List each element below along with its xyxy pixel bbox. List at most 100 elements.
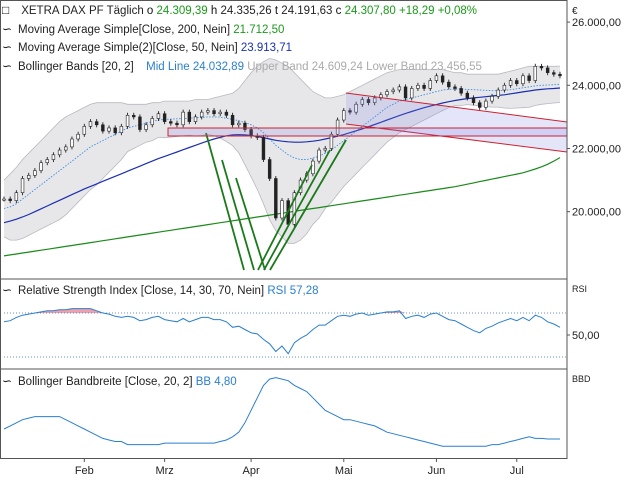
price-candle: [144, 124, 148, 130]
price-candle: [348, 110, 352, 113]
price-candle: [539, 66, 544, 69]
price-candle: [533, 66, 537, 81]
close-label: c: [335, 5, 342, 17]
change-value: +18,29: [399, 5, 435, 17]
bbw-value: 4,80: [214, 376, 237, 388]
rsi-label: Relative Strength Index: [18, 285, 138, 297]
price-candle: [64, 146, 68, 151]
period-label: Täglich: [106, 5, 144, 17]
ma200-legend[interactable]: ∽ Moving Average Simple[Close, 200, Nein]…: [2, 22, 284, 36]
price-candle: [237, 122, 241, 126]
instrument-name: XETRA DAX PF: [21, 5, 104, 17]
price-candle: [187, 111, 192, 122]
trend-line: [257, 164, 313, 271]
price-candle: [459, 88, 463, 94]
price-candle: [558, 73, 562, 77]
price-candle: [274, 178, 278, 219]
price-candle: [410, 88, 414, 99]
price-candle: [39, 162, 43, 171]
price-candle: [107, 127, 111, 132]
open-value: 24.309,39: [156, 5, 208, 17]
price-candle: [57, 149, 62, 156]
bbw-params: [Close, 20, 2]: [124, 376, 193, 388]
price-candle: [527, 75, 531, 81]
bbw-value-label: BB: [195, 376, 212, 388]
price-candle: [416, 84, 420, 89]
rsi-y-tick-label: 50,00: [572, 330, 600, 342]
price-candle: [428, 80, 432, 89]
line-icon: ∽: [2, 40, 13, 54]
bollinger-upper-line: [3, 57, 561, 181]
trend-line: [263, 149, 331, 271]
price-candle: [552, 72, 556, 75]
price-candle: [113, 127, 117, 133]
price-candle: [20, 178, 25, 194]
x-tick-label: Mrz: [155, 465, 173, 477]
price-candle: [317, 149, 321, 162]
price-candle: [181, 111, 185, 126]
low-value: 24.191,63: [281, 5, 333, 17]
bb-legend[interactable]: ∽ Bollinger Bands [20, 2] Mid Line 24.032…: [2, 59, 482, 73]
close-value: 24.307,80: [344, 5, 396, 17]
trend-line: [269, 139, 347, 271]
price-candle: [434, 75, 439, 81]
price-candle: [354, 103, 358, 113]
price-candle: [360, 99, 365, 105]
price-candle: [193, 116, 198, 122]
bbw-legend[interactable]: ∽ Bollinger Bandbreite [Close, 20, 2] BB …: [2, 374, 237, 388]
line-icon: ∽: [2, 22, 13, 36]
trend-line: [235, 177, 266, 271]
trend-line: [205, 132, 245, 271]
collapse-icon[interactable]: □: [2, 3, 10, 17]
change-pct-value: +0,08%: [437, 5, 478, 17]
ma50-legend[interactable]: ∽ Moving Average Simple(2)[Close, 50, Nei…: [2, 40, 292, 54]
rsi-legend[interactable]: ∽ Relative Strength Index [Close, 14, 30,…: [2, 283, 319, 297]
rsi-panel: [3, 308, 567, 358]
price-candle: [14, 192, 19, 201]
price-candle: [88, 121, 93, 127]
price-candle: [335, 119, 340, 135]
bb-params: [20, 2]: [101, 61, 134, 73]
bbw-panel-tag: BBD: [572, 374, 591, 384]
ma50-params: [Close, 50, Nein]: [152, 42, 238, 54]
price-candle: [45, 159, 49, 163]
price-candle: [440, 75, 445, 83]
bb-lower-value: 23.456,55: [430, 61, 482, 73]
price-candle: [397, 86, 402, 91]
chart-frame: 26.000,00 24.000,00 22.000,00 20.000,00 €50,…: [0, 0, 621, 459]
ma200-value: 21.712,50: [233, 24, 285, 36]
bb-lower-label: Lower Band: [366, 61, 428, 73]
price-candle: [372, 97, 377, 103]
x-axis: Feb Mrz Apr Mai Jun Jul: [75, 458, 524, 477]
price-candle: [280, 200, 284, 219]
price-candle: [218, 111, 222, 115]
price-candle: [199, 111, 204, 118]
price-candle: [230, 115, 235, 126]
price-candle: [150, 118, 154, 126]
high-label: h: [210, 5, 218, 17]
price-candle: [8, 198, 12, 201]
trend-line: [221, 159, 255, 271]
price-y-tick-label: 26.000,00: [572, 17, 621, 29]
price-candle: [545, 67, 550, 73]
price-candle: [515, 80, 519, 85]
price-candle: [385, 91, 389, 96]
price-candle: [119, 126, 124, 133]
bandwidth-line: [3, 377, 560, 447]
price-candle: [2, 198, 6, 201]
price-candle: [267, 159, 272, 179]
price-candle: [477, 102, 482, 108]
price-candle: [496, 89, 500, 97]
price-candle: [465, 92, 470, 99]
header-legend: □ XETRA DAX PF Täglich o 24.309,39 h 24.…: [2, 3, 477, 17]
price-candle: [33, 170, 37, 176]
currency-symbol: €: [572, 6, 578, 17]
price-candle: [51, 154, 56, 160]
price-candle: [125, 115, 130, 127]
bb-mid-label: Mid Line: [146, 61, 190, 73]
price-candle: [490, 96, 494, 102]
line-icon: ∽: [2, 59, 13, 73]
high-value: 24.335,26: [220, 5, 272, 17]
price-candle: [502, 84, 507, 91]
bb-mid-value: 24.032,89: [192, 61, 244, 73]
